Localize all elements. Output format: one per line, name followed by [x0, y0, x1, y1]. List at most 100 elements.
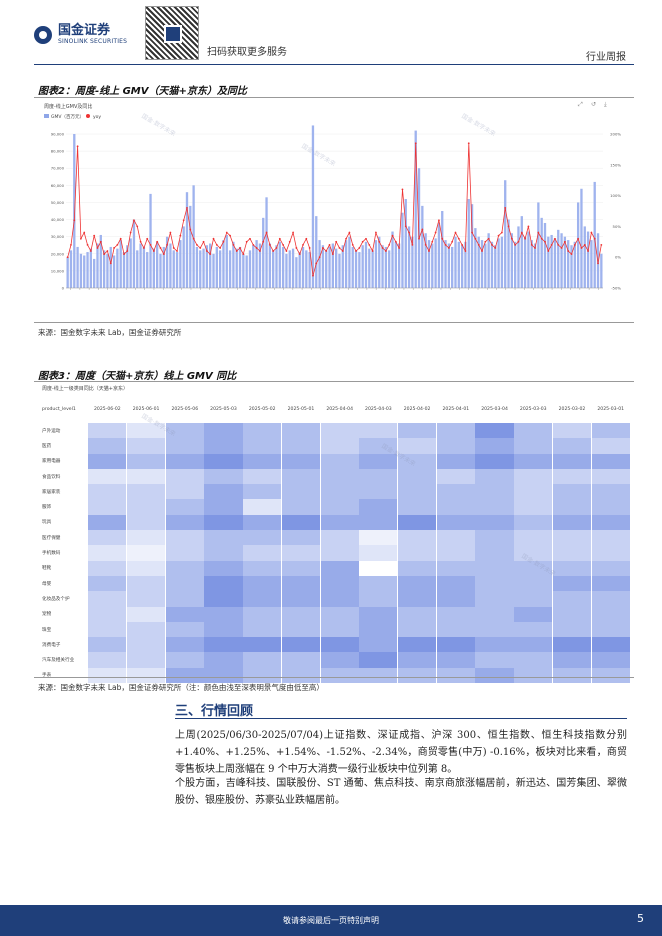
heatmap-cell[interactable] — [88, 621, 127, 638]
heatmap-cell[interactable] — [591, 637, 630, 653]
heatmap-cell[interactable] — [552, 575, 592, 592]
heatmap-cell[interactable] — [359, 667, 398, 684]
heatmap-cell[interactable] — [165, 606, 204, 622]
heatmap-cell[interactable] — [475, 545, 514, 561]
heatmap-cell[interactable] — [320, 591, 359, 607]
heatmap-cell[interactable] — [320, 621, 359, 638]
heatmap-cell[interactable] — [127, 606, 166, 622]
heatmap-cell[interactable] — [436, 514, 475, 531]
heatmap-cell[interactable] — [398, 575, 437, 592]
heatmap-cell[interactable] — [398, 468, 437, 485]
heatmap-cell[interactable] — [243, 560, 282, 576]
heatmap-cell[interactable] — [281, 591, 321, 607]
heatmap-cell[interactable] — [204, 621, 243, 638]
heatmap-cell[interactable] — [320, 438, 359, 454]
heatmap-cell[interactable] — [281, 499, 321, 515]
heatmap-cell[interactable] — [591, 667, 630, 684]
heatmap-cell[interactable] — [243, 499, 282, 515]
heatmap-cell[interactable] — [320, 637, 359, 653]
heatmap-cell[interactable] — [127, 453, 166, 469]
heatmap-cell[interactable] — [552, 438, 592, 454]
heatmap-cell[interactable] — [88, 468, 127, 485]
heatmap-cell[interactable] — [359, 514, 398, 531]
heatmap-cell[interactable] — [436, 499, 475, 515]
heatmap-cell[interactable] — [436, 468, 475, 485]
heatmap-cell[interactable] — [514, 484, 553, 500]
heatmap-cell[interactable] — [475, 438, 514, 454]
heatmap-cell[interactable] — [359, 591, 398, 607]
heatmap-cell[interactable] — [591, 530, 630, 546]
heatmap-cell[interactable] — [243, 545, 282, 561]
chart-toolbar[interactable]: ⤢ ↺ ⤓ — [578, 101, 607, 108]
heatmap-cell[interactable] — [359, 468, 398, 485]
heatmap-cell[interactable] — [475, 453, 514, 469]
heatmap-cell[interactable] — [88, 591, 127, 607]
heatmap-cell[interactable] — [359, 423, 398, 439]
heatmap-cell[interactable] — [127, 499, 166, 515]
heatmap-cell[interactable] — [591, 545, 630, 561]
heatmap-cell[interactable] — [552, 484, 592, 500]
heatmap-cell[interactable] — [204, 438, 243, 454]
heatmap-cell[interactable] — [281, 514, 321, 531]
heatmap-cell[interactable] — [88, 560, 127, 576]
heatmap-cell[interactable] — [243, 652, 282, 668]
heatmap-cell[interactable] — [398, 545, 437, 561]
heatmap-cell[interactable] — [281, 438, 321, 454]
heatmap-cell[interactable] — [514, 560, 553, 576]
heatmap-cell[interactable] — [514, 545, 553, 561]
heatmap-cell[interactable] — [398, 606, 437, 622]
heatmap-cell[interactable] — [514, 591, 553, 607]
heatmap-cell[interactable] — [398, 667, 437, 684]
heatmap-cell[interactable] — [436, 652, 475, 668]
heatmap-cell[interactable] — [281, 468, 321, 485]
heatmap-cell[interactable] — [359, 499, 398, 515]
heatmap-cell[interactable] — [204, 637, 243, 653]
heatmap-cell[interactable] — [165, 499, 204, 515]
heatmap-cell[interactable] — [514, 575, 553, 592]
heatmap-cell[interactable] — [127, 575, 166, 592]
heatmap-cell[interactable] — [204, 453, 243, 469]
heatmap-cell[interactable] — [475, 468, 514, 485]
heatmap-cell[interactable] — [281, 530, 321, 546]
heatmap-cell[interactable] — [591, 468, 630, 485]
heatmap-cell[interactable] — [359, 484, 398, 500]
heatmap-cell[interactable] — [320, 560, 359, 576]
heatmap-cell[interactable] — [359, 560, 398, 576]
heatmap-cell[interactable] — [204, 499, 243, 515]
heatmap-cell[interactable] — [475, 484, 514, 500]
heatmap-cell[interactable] — [165, 667, 204, 684]
heatmap-cell[interactable] — [204, 652, 243, 668]
heatmap-cell[interactable] — [243, 575, 282, 592]
heatmap-cell[interactable] — [243, 438, 282, 454]
heatmap-cell[interactable] — [165, 560, 204, 576]
heatmap-cell[interactable] — [243, 423, 282, 439]
heatmap-cell[interactable] — [320, 575, 359, 592]
heatmap-cell[interactable] — [514, 468, 553, 485]
heatmap-cell[interactable] — [127, 514, 166, 531]
heatmap-cell[interactable] — [165, 621, 204, 638]
heatmap-cell[interactable] — [591, 499, 630, 515]
heatmap-cell[interactable] — [88, 484, 127, 500]
heatmap-cell[interactable] — [359, 637, 398, 653]
heatmap-cell[interactable] — [281, 606, 321, 622]
heatmap-cell[interactable] — [88, 637, 127, 653]
heatmap-cell[interactable] — [281, 560, 321, 576]
heatmap-cell[interactable] — [88, 423, 127, 439]
heatmap-cell[interactable] — [591, 438, 630, 454]
restore-icon[interactable]: ↺ — [591, 101, 596, 108]
heatmap-cell[interactable] — [552, 591, 592, 607]
heatmap-cell[interactable] — [127, 667, 166, 684]
heatmap-cell[interactable] — [475, 514, 514, 531]
heatmap-cell[interactable] — [552, 499, 592, 515]
heatmap-cell[interactable] — [165, 484, 204, 500]
qr-code[interactable] — [145, 6, 199, 60]
heatmap-cell[interactable] — [127, 484, 166, 500]
heatmap-cell[interactable] — [320, 667, 359, 684]
heatmap-cell[interactable] — [320, 453, 359, 469]
heatmap-cell[interactable] — [127, 637, 166, 653]
heatmap-cell[interactable] — [359, 575, 398, 592]
heatmap-cell[interactable] — [243, 514, 282, 531]
heatmap-cell[interactable] — [243, 621, 282, 638]
heatmap-cell[interactable] — [436, 560, 475, 576]
heatmap-cell[interactable] — [204, 667, 243, 684]
